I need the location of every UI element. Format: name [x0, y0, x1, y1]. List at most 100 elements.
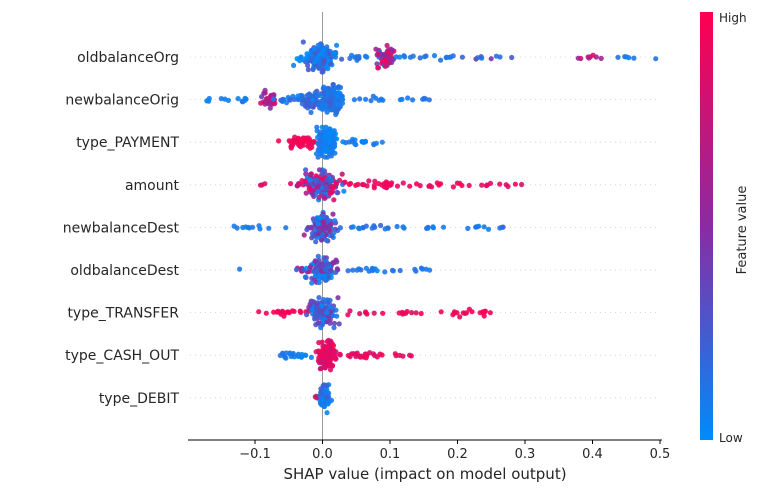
shap-point — [390, 268, 396, 274]
shap-point — [353, 182, 359, 188]
shap-point — [324, 237, 330, 243]
shap-point — [301, 232, 307, 238]
shap-point — [298, 54, 304, 60]
shap-point — [384, 42, 390, 49]
shap-point — [328, 94, 334, 100]
shap-point — [378, 222, 384, 229]
shap-point — [308, 109, 314, 115]
shap-point — [319, 339, 325, 345]
shap-point — [375, 51, 381, 57]
shap-point — [331, 197, 337, 203]
shap-point — [327, 356, 333, 362]
shap-point — [487, 180, 494, 186]
feature-labels: oldbalanceOrg newbalanceOrig type_PAYMENTa… — [63, 50, 180, 407]
shap-point — [349, 52, 355, 59]
shap-point — [317, 272, 323, 279]
shap-point — [475, 55, 481, 61]
shap-point — [598, 55, 604, 62]
shap-point — [324, 394, 330, 400]
shap-point — [345, 312, 351, 318]
shap-point — [360, 354, 367, 360]
shap-point — [336, 321, 342, 327]
shap-point — [315, 134, 321, 141]
shap-point — [324, 360, 330, 366]
shap-point — [404, 308, 410, 315]
shap-point — [339, 56, 345, 62]
shap-point — [400, 311, 406, 317]
shap-point — [356, 226, 363, 232]
shap-point — [380, 310, 386, 316]
shap-point — [407, 183, 413, 189]
shap-point — [425, 225, 431, 231]
shap-point — [324, 309, 330, 316]
shap-point — [261, 90, 267, 96]
shap-point — [315, 253, 321, 259]
shap-point — [388, 53, 394, 59]
shap-point — [349, 139, 355, 145]
shap-point — [374, 61, 380, 67]
shap-point — [274, 309, 280, 315]
shap-point — [345, 268, 351, 274]
shap-point — [631, 55, 637, 61]
shap-point — [327, 103, 333, 109]
shap-point — [290, 137, 296, 143]
shap-point — [315, 102, 321, 108]
shap-point — [266, 225, 272, 231]
shap-point — [379, 352, 385, 358]
feature-label: type_PAYMENT — [76, 135, 179, 151]
shap-point — [303, 103, 309, 109]
shap-point — [438, 309, 444, 315]
shap-point — [298, 309, 304, 315]
feature-label: oldbalanceDest — [70, 263, 179, 279]
shap-point — [314, 124, 320, 130]
shap-point — [493, 53, 499, 59]
shap-point — [488, 56, 494, 62]
shap-point — [282, 310, 288, 316]
shap-point — [295, 93, 301, 99]
shap-point — [340, 139, 346, 145]
shap-point — [366, 178, 372, 184]
shap-point — [318, 237, 325, 243]
shap-point — [331, 229, 337, 236]
shap-point — [313, 310, 319, 316]
shap-point — [363, 310, 369, 316]
shap-point — [312, 258, 318, 264]
shap-point — [309, 144, 315, 150]
shap-point — [400, 224, 406, 230]
shap-point — [321, 297, 327, 303]
shap-point — [317, 129, 323, 135]
shap-point — [375, 65, 381, 71]
shap-point — [512, 181, 519, 187]
shap-point — [327, 140, 333, 146]
shap-point — [324, 154, 331, 160]
shap-point — [309, 280, 315, 286]
shap-point — [438, 57, 444, 63]
colorbar-gradient — [700, 12, 713, 440]
shap-point — [303, 265, 309, 271]
shap-point — [381, 184, 387, 190]
shap-point — [309, 235, 315, 241]
shap-point — [337, 352, 343, 358]
shap-point — [242, 97, 248, 103]
shap-point — [305, 143, 311, 149]
shap-point — [399, 96, 405, 102]
shap-point — [312, 51, 318, 57]
shap-point — [310, 97, 316, 103]
shap-point — [357, 96, 363, 102]
shap-point — [481, 224, 487, 230]
shap-point — [519, 181, 525, 188]
shap-point — [328, 350, 334, 357]
shap-point — [410, 53, 416, 59]
shap-point — [321, 194, 327, 200]
shap-point — [418, 310, 424, 317]
shap-point — [319, 171, 325, 177]
shap-point — [259, 182, 265, 188]
shap-point — [313, 349, 319, 355]
shap-point — [313, 56, 319, 62]
shap-point — [318, 353, 324, 359]
shap-point — [509, 54, 515, 61]
shap-point — [315, 42, 321, 48]
shap-point — [431, 53, 438, 59]
shap-point — [466, 182, 472, 189]
shap-point — [299, 101, 305, 107]
